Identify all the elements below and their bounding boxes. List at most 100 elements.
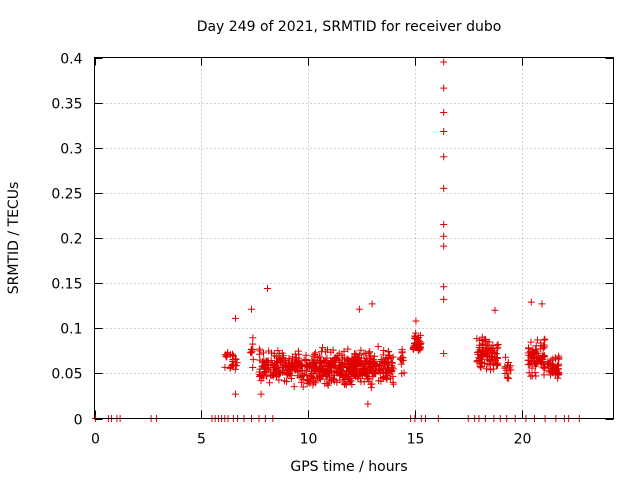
data-point <box>268 371 276 379</box>
data-point <box>299 383 307 391</box>
data-point <box>317 365 325 373</box>
grid-layer <box>94 57 614 419</box>
data-point <box>357 346 365 354</box>
data-point <box>283 371 291 379</box>
x-tick-label: 20 <box>514 432 532 448</box>
data-point <box>332 356 340 364</box>
data-point <box>344 363 352 371</box>
data-point <box>440 295 448 303</box>
data-point <box>344 345 352 353</box>
data-point <box>351 364 359 372</box>
data-point <box>539 359 547 367</box>
data-point <box>249 356 257 364</box>
data-point <box>526 360 534 368</box>
data-point <box>368 369 376 377</box>
data-point <box>368 363 376 371</box>
data-point <box>320 357 328 365</box>
data-point <box>537 342 545 350</box>
data-point <box>507 366 515 374</box>
data-point <box>487 366 495 374</box>
data-point <box>540 371 548 379</box>
data-point <box>355 305 363 313</box>
data-point <box>295 350 303 358</box>
data-point <box>364 400 372 408</box>
tick-layer: 0 0.05 0.1 0.15 0.2 0.25 0.3 0.35 0.4 0 5 10 15 20 <box>51 52 614 448</box>
data-point <box>389 378 397 386</box>
data-point <box>263 372 271 380</box>
data-point <box>271 364 279 372</box>
data-point <box>388 363 396 371</box>
data-point <box>325 369 333 377</box>
data-point <box>488 353 496 361</box>
data-point <box>389 353 397 361</box>
data-point <box>335 364 343 372</box>
data-point <box>344 356 352 364</box>
data-point <box>376 361 384 369</box>
data-point <box>528 372 536 380</box>
data-point <box>356 370 364 378</box>
data-point <box>440 84 448 92</box>
data-point <box>324 359 332 367</box>
data-point <box>273 373 281 381</box>
data-point <box>525 345 533 353</box>
data-point <box>312 379 320 387</box>
data-point <box>494 344 502 352</box>
data-point <box>361 360 369 368</box>
x-tick-label: 10 <box>300 432 318 448</box>
data-point <box>257 390 265 398</box>
data-point <box>530 354 538 362</box>
data-point <box>527 359 535 367</box>
data-point <box>302 361 310 369</box>
data-point <box>553 367 561 375</box>
data-point <box>381 365 389 373</box>
data-point <box>486 357 494 365</box>
data-point <box>538 300 546 308</box>
data-point <box>365 349 373 357</box>
data-point <box>371 352 379 360</box>
data-point <box>320 357 328 365</box>
data-point <box>364 373 372 381</box>
data-point <box>527 338 535 346</box>
data-point <box>283 378 291 386</box>
data-point <box>487 344 495 352</box>
data-point <box>324 381 332 389</box>
data-point <box>440 283 448 291</box>
data-point <box>255 345 263 353</box>
data-point <box>327 348 335 356</box>
data-point <box>397 360 405 368</box>
data-point <box>277 369 285 377</box>
data-point <box>290 365 298 373</box>
data-point <box>478 353 486 361</box>
data-point <box>264 285 271 293</box>
data-point <box>368 300 376 308</box>
data-marks <box>92 58 583 422</box>
data-point <box>366 348 374 356</box>
data-point <box>312 364 320 372</box>
data-point <box>360 350 368 358</box>
data-point <box>299 375 307 383</box>
data-point <box>260 349 268 357</box>
data-point <box>298 367 306 375</box>
y-tick-label: 0.35 <box>51 97 82 113</box>
data-point <box>284 362 292 370</box>
plot-frame <box>94 57 614 419</box>
data-point <box>275 350 283 358</box>
data-point <box>338 351 346 359</box>
data-point <box>316 366 324 374</box>
data-point <box>540 336 548 344</box>
data-point <box>389 372 397 380</box>
data-point <box>384 353 392 361</box>
data-point <box>288 360 296 368</box>
data-point <box>529 348 537 356</box>
data-point <box>326 364 334 372</box>
data-point <box>474 349 482 357</box>
data-point <box>309 358 317 366</box>
x-tick-label: 0 <box>91 432 100 448</box>
y-tick-label: 0.25 <box>51 187 82 203</box>
y-tick-label: 0 <box>74 413 83 429</box>
data-point <box>380 346 388 354</box>
data-point <box>504 370 512 378</box>
data-point <box>336 369 344 377</box>
data-point <box>223 351 231 359</box>
